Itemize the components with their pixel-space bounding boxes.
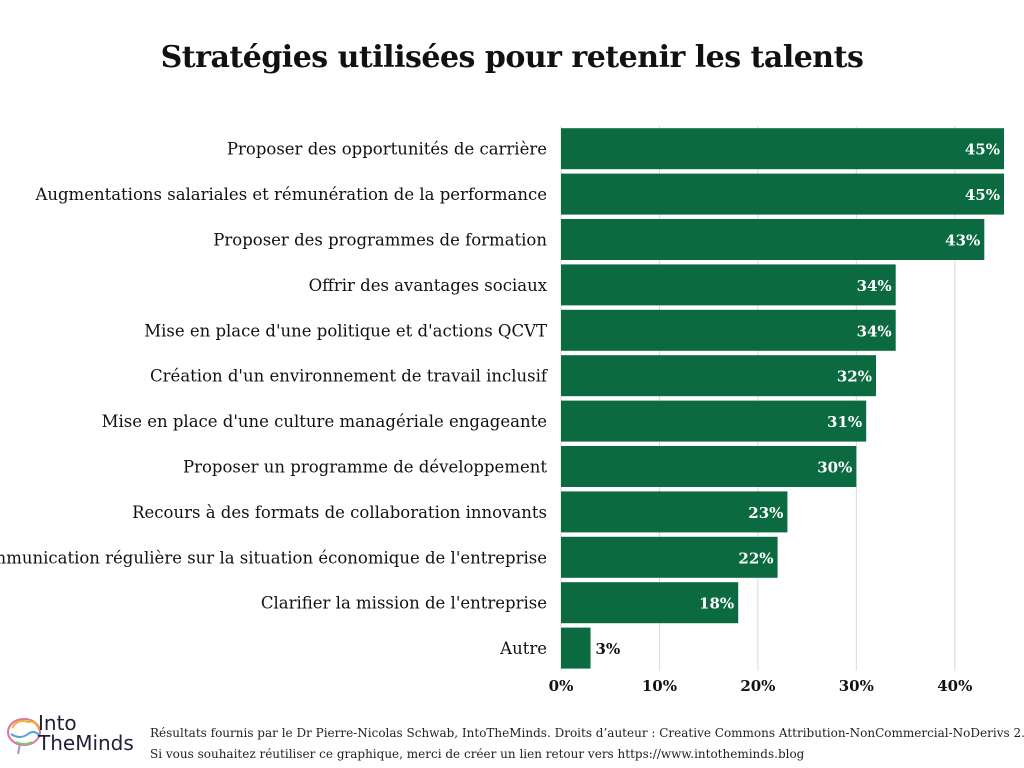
bar [561, 128, 1004, 170]
category-labels: Proposer des opportunités de carrière Aug… [0, 140, 549, 658]
value-label: 32% [837, 368, 872, 386]
brain-icon [7, 718, 41, 755]
x-tick-label: 0% [549, 677, 574, 695]
value-label: 45% [965, 186, 1000, 204]
bar [561, 491, 788, 533]
category-label: Offrir des avantages sociaux [309, 276, 548, 295]
bar [561, 400, 867, 442]
intotheminds-logo[interactable]: Into TheMinds [4, 704, 144, 764]
category-label: Augmentations salariales et rémunération… [34, 185, 547, 204]
footer: Into TheMinds Résultats fournis par le D… [0, 696, 1024, 768]
source-credit: Résultats fournis par le Dr Pierre-Nicol… [150, 726, 1024, 740]
value-label: 34% [857, 322, 892, 340]
bar [561, 536, 778, 578]
value-label: 3% [596, 640, 621, 658]
category-label: Mise en place d'une politique et d'actio… [144, 321, 547, 340]
x-tick-label: 10% [642, 677, 677, 695]
value-label: 34% [857, 277, 892, 295]
category-label: Clarifier la mission de l'entreprise [261, 594, 547, 613]
category-label: Autre [499, 639, 547, 658]
x-axis-tick-labels: 0% 10% 20% 30% 40% [549, 677, 973, 695]
value-label: 30% [817, 459, 852, 477]
x-tick-label: 20% [740, 677, 775, 695]
category-label: Recours à des formats de collaboration i… [132, 503, 547, 522]
bar [561, 446, 857, 487]
bar [561, 309, 896, 351]
bar [561, 173, 1004, 215]
category-label: Proposer un programme de développement [183, 458, 547, 477]
grid-lines [560, 126, 956, 671]
category-label: Proposer des opportunités de carrière [227, 140, 547, 159]
x-tick-label: 40% [937, 677, 972, 695]
bar [561, 355, 877, 397]
value-label: 22% [738, 549, 773, 567]
category-label: Création d'un environnement de travail i… [150, 367, 549, 386]
category-label: Mise en place d'une culture managériale … [102, 412, 547, 431]
logo-text-into: Into [38, 711, 77, 735]
value-label: 31% [827, 413, 862, 431]
value-labels: 45% 45% 43% 34% 34% 32% 31% 30% 23% 22% 18% 3% [596, 141, 1000, 658]
reuse-notice: Si vous souhaitez réutiliser ce graphiqu… [150, 747, 805, 761]
bar-chart: Proposer des opportunités de carrière Aug… [0, 126, 1004, 695]
category-label: Communication régulière sur la situation… [0, 548, 547, 567]
bar [561, 627, 591, 669]
bars [561, 128, 1004, 669]
category-label: Proposer des programmes de formation [213, 231, 547, 250]
value-label: 18% [699, 595, 734, 613]
value-label: 45% [965, 141, 1000, 159]
bar [561, 582, 739, 624]
bar [561, 219, 985, 260]
logo-text-theminds: TheMinds [38, 731, 134, 755]
x-tick-label: 30% [839, 677, 874, 695]
value-label: 43% [945, 232, 980, 250]
chart-title: Stratégies utilisées pour retenir les ta… [160, 40, 864, 75]
value-label: 23% [748, 504, 783, 522]
bar [561, 264, 896, 306]
